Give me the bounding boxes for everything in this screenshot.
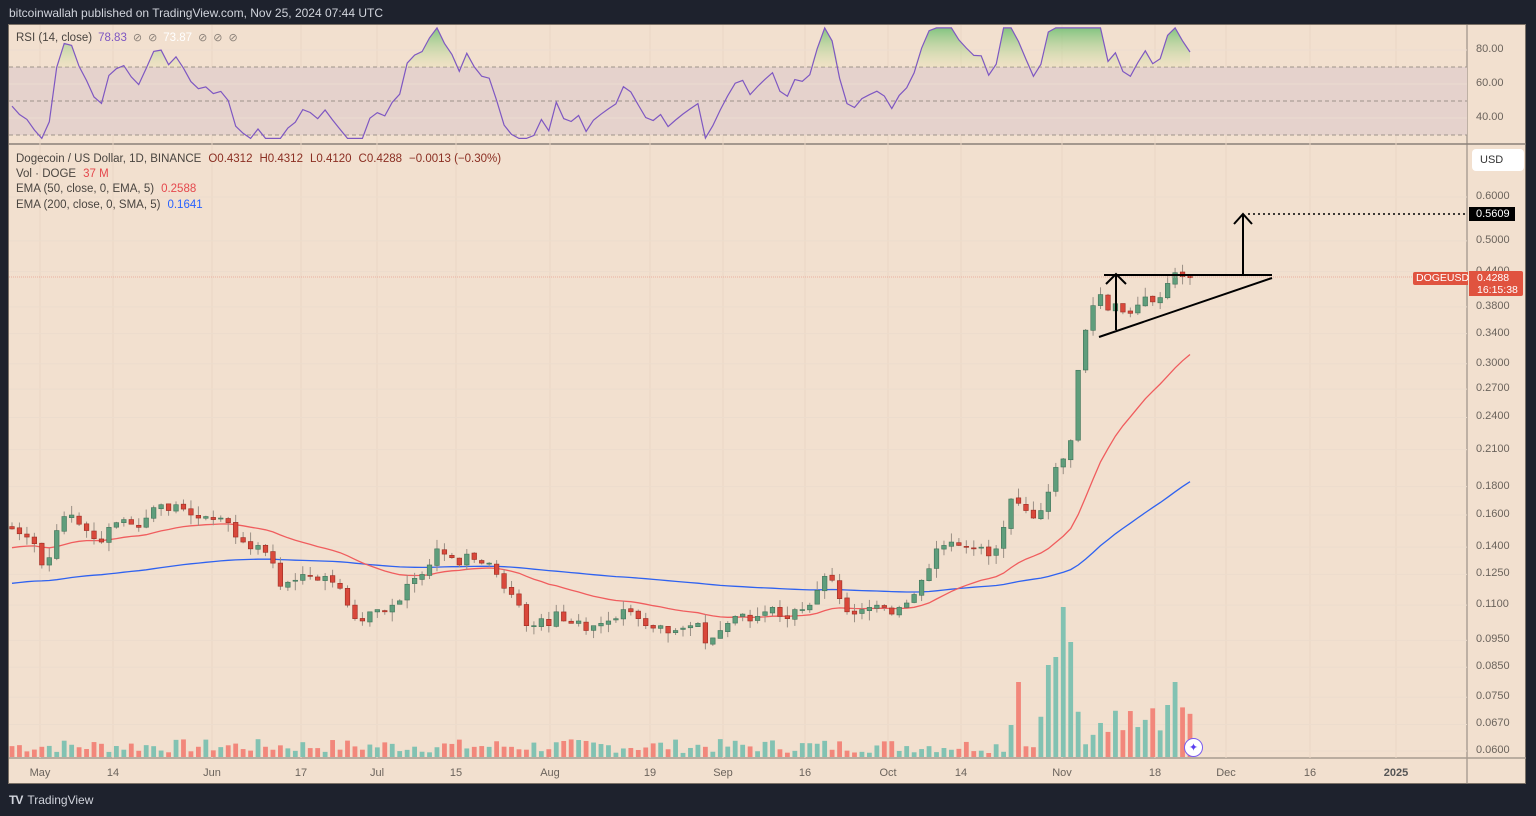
na-icon: ⊘ [148, 32, 158, 44]
price-axis-tick: 0.6000 [1476, 190, 1510, 202]
price-axis-tick: 0.3800 [1476, 299, 1510, 312]
ema50-value: 0.2588 [161, 183, 197, 196]
time-axis-tick: 14 [106, 767, 120, 779]
time-axis-tick: May [29, 767, 51, 779]
time-axis-tick: 16 [1303, 767, 1317, 779]
chart-frame[interactable] [8, 24, 1526, 784]
ema50-label[interactable]: EMA (50, close, 0, EMA, 5) [16, 183, 155, 196]
ema200-value: 0.1641 [167, 198, 203, 211]
ema200-label[interactable]: EMA (200, close, 0, SMA, 5) [16, 198, 161, 211]
change-value: −0.0013 (−0.30%) [409, 153, 502, 165]
price-axis-tick: 0.1100 [1476, 598, 1509, 611]
price-axis-tick: 0.0670 [1476, 717, 1510, 730]
time-axis-tick: Sep [713, 767, 733, 779]
last-price: 0.4288 [1477, 272, 1510, 284]
time-axis-tick: Aug [540, 767, 560, 779]
na-icon: ⊘ [132, 32, 143, 44]
time-axis-tick: Jul [369, 767, 385, 779]
price-axis-tick: 0.2100 [1476, 442, 1510, 455]
price-axis-tick: 0.1400 [1476, 540, 1510, 553]
na-icon: ⊘ [198, 32, 208, 44]
price-axis-tick: 0.0750 [1476, 690, 1510, 703]
close-value: C0.4288 [358, 153, 403, 165]
bar-countdown: 16:15:38 [1477, 284, 1518, 296]
time-axis-tick: Dec [1216, 767, 1236, 779]
rsi-value: 78.83 [98, 31, 127, 44]
brand-name: TradingView [27, 793, 94, 807]
currency-button[interactable]: USD [1472, 149, 1524, 171]
time-axis-tick: Oct [879, 767, 897, 779]
price-axis-tick: 0.2400 [1476, 410, 1510, 423]
price-axis-tick: 0.3400 [1476, 326, 1510, 339]
rsi-axis-tick: 40.00 [1476, 111, 1504, 123]
price-axis-tick: 0.0950 [1476, 633, 1510, 646]
time-axis-tick: 2025 [1383, 767, 1409, 779]
sparkle-icon[interactable]: ✦ [1184, 738, 1203, 757]
publish-info: bitcoinwallah published on TradingView.c… [9, 6, 384, 20]
main-legend: Dogecoin / US Dollar, 1D, BINANCE O0.431… [16, 152, 501, 213]
time-axis-tick: 17 [294, 767, 308, 779]
volume-value: 37 M [83, 168, 109, 181]
na-icon: ⊘ [228, 32, 238, 44]
time-axis-tick: 16 [798, 767, 812, 779]
symbol-title[interactable]: Dogecoin / US Dollar, 1D, BINANCE [16, 153, 202, 165]
price-axis-tick: 0.3000 [1476, 356, 1510, 369]
tradingview-logo-icon: TV [9, 793, 23, 807]
price-axis-tick: 0.2700 [1476, 382, 1510, 395]
price-axis-tick: 0.1250 [1476, 567, 1510, 580]
time-axis-tick: 18 [1148, 767, 1162, 779]
open-value: O0.4312 [208, 153, 253, 165]
price-axis-tick: 0.0850 [1476, 660, 1510, 673]
symbol-tag: DOGEUSD [1413, 272, 1469, 285]
high-value: H0.4312 [259, 153, 303, 165]
na-icon: ⊘ [213, 32, 223, 44]
target-price-tag: 0.5609 [1469, 207, 1515, 221]
low-value: L0.4120 [309, 153, 352, 165]
rsi-ma-value: 73.87 [163, 31, 193, 44]
volume-label[interactable]: Vol · DOGE [16, 168, 77, 181]
time-axis-tick: Jun [203, 767, 221, 779]
rsi-axis-tick: 80.00 [1476, 43, 1504, 55]
price-axis-tick: 0.0600 [1476, 744, 1510, 756]
price-axis-tick: 0.1800 [1476, 479, 1510, 492]
time-axis-tick: Nov [1052, 767, 1072, 779]
time-axis-tick: 14 [954, 767, 968, 779]
rsi-axis-tick: 60.00 [1476, 77, 1504, 89]
price-axis-tick: 0.1600 [1476, 508, 1510, 520]
rsi-legend: RSI (14, close) 78.83 ⊘ ⊘ 73.87 ⊘ ⊘ ⊘ [16, 31, 238, 45]
time-axis-tick: 19 [643, 767, 657, 779]
rsi-label: RSI (14, close) [16, 31, 93, 44]
footer: TV TradingView [9, 793, 93, 807]
last-price-tag: 0.4288 16:15:38 [1469, 271, 1523, 296]
time-axis-tick: 15 [449, 767, 463, 779]
price-axis-tick: 0.5000 [1476, 233, 1510, 246]
